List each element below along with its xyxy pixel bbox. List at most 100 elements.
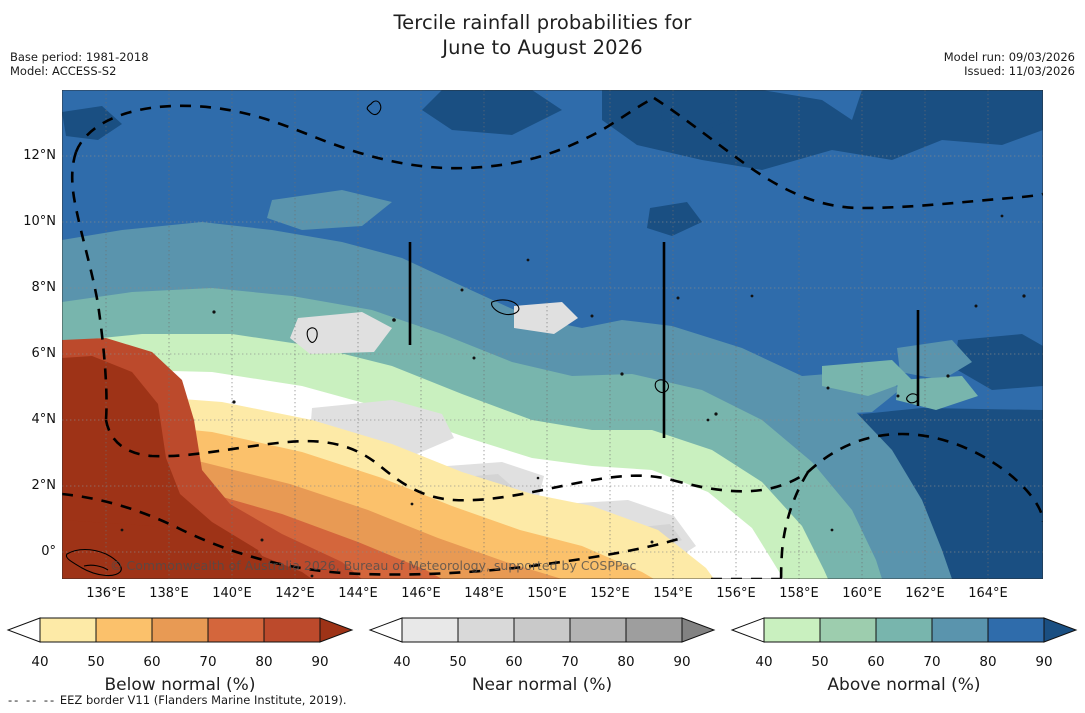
page-title: Tercile rainfall probabilities for June … (393, 11, 692, 59)
eez-border-line (70, 96, 1043, 579)
field-above-normal-70-c (897, 340, 972, 380)
y-tick-label: 0° (41, 544, 56, 559)
x-tick-label: 142°E (275, 586, 315, 601)
colorbar-swatch (39, 617, 97, 643)
colorbar-above-normal-ticks: 40 50 60 70 80 90 (730, 654, 1078, 671)
eez-footnote: -- -- -- EEZ border V11 (Flanders Marine… (8, 693, 347, 707)
x-tick-label: 164°E (968, 586, 1008, 601)
colorbar-tick-label: 60 (867, 654, 885, 670)
colorbar-tick-label: 80 (979, 654, 997, 670)
base-period-label: Base period: 1981-2018 (10, 50, 149, 64)
field-above-normal-90-g (62, 106, 122, 140)
tercile-probability-map (62, 90, 1043, 579)
y-tick-label: 12°N (23, 148, 56, 163)
field-near-normal-grey-g (290, 312, 392, 354)
x-tick-label: 154°E (653, 586, 693, 601)
x-tick-label: 156°E (716, 586, 756, 601)
colorbar-overflow-arrow (681, 617, 716, 643)
colorbar-swatch (875, 617, 933, 643)
colorbar-tick-label: 90 (673, 654, 691, 670)
field-above-normal-50-b (822, 360, 912, 396)
y-tick-label: 10°N (23, 214, 56, 229)
colorbar-swatch (819, 617, 877, 643)
field-below-normal-90-b (62, 520, 312, 579)
y-tick-label: 4°N (31, 412, 57, 427)
colorbar-tick-label: 40 (31, 654, 49, 670)
x-tick-label: 152°E (590, 586, 630, 601)
x-tick-label: 148°E (464, 586, 504, 601)
colorbar-underflow-arrow (730, 617, 765, 643)
x-tick-label: 140°E (212, 586, 252, 601)
x-tick-label: 138°E (149, 586, 189, 601)
colorbar-swatch (987, 617, 1045, 643)
colorbar-swatch (625, 617, 683, 643)
colorbar-swatch (263, 617, 321, 643)
colorbar-near-normal-swatches (368, 617, 716, 643)
model-run-label: Model run: 09/03/2026 (943, 50, 1075, 64)
issued-label: Issued: 11/03/2026 (964, 64, 1075, 78)
colorbar-tick-label: 40 (393, 654, 411, 670)
field-above-normal-90-f (422, 90, 562, 135)
field-above-normal-90-c (647, 202, 702, 236)
field-above-normal-90-b (659, 90, 734, 132)
colorbar-tick-label: 80 (617, 654, 635, 670)
colorbar-below-normal-swatches (6, 617, 354, 643)
x-tick-label: 146°E (401, 586, 441, 601)
colorbar-overflow-arrow (319, 617, 354, 643)
colorbar-underflow-arrow (6, 617, 41, 643)
colorbar-swatch (513, 617, 571, 643)
field-above-normal-90-e (954, 334, 1043, 390)
x-tick-label: 160°E (842, 586, 882, 601)
field-below-normal-90 (62, 356, 278, 579)
colorbar-swatch (207, 617, 265, 643)
colorbar-underflow-arrow (368, 617, 403, 643)
colorbar-above-normal-swatches (730, 617, 1078, 643)
y-tick-label: 2°N (31, 478, 57, 493)
island-dots (120, 214, 1026, 578)
colorbar-swatch (569, 617, 627, 643)
x-tick-label: 162°E (905, 586, 945, 601)
y-tick-label: 8°N (31, 280, 57, 295)
colorbar-above-normal-title: Above normal (%) (827, 675, 981, 695)
colorbar-tick-label: 60 (143, 654, 161, 670)
colorbar-swatch (931, 617, 989, 643)
field-near-normal-grey-f (514, 302, 578, 334)
colorbar-overflow-arrow (1043, 617, 1078, 643)
graticule-meridians (105, 90, 989, 579)
y-tick-label: 6°N (31, 346, 57, 361)
colorbar-below-normal-title: Below normal (%) (104, 675, 256, 695)
model-label: Model: ACCESS-S2 (10, 64, 117, 78)
colorbar-tick-label: 70 (923, 654, 941, 670)
colorbar-swatch (457, 617, 515, 643)
eez-footnote-text: EEZ border V11 (Flanders Marine Institut… (59, 693, 347, 707)
colorbar-tick-label: 70 (561, 654, 579, 670)
colorbar-tick-label: 80 (255, 654, 273, 670)
colorbar-swatch (763, 617, 821, 643)
colorbar-swatch (95, 617, 153, 643)
colorbar-tick-label: 50 (449, 654, 467, 670)
colorbar-near-normal[interactable]: 40 50 60 70 80 90 Near normal (%) (368, 612, 716, 707)
field-above-normal-70-b (267, 190, 392, 230)
coastlines (65, 100, 919, 577)
colorbar-below-normal[interactable]: 40 50 60 70 80 90 Below normal (%) (6, 612, 354, 707)
x-tick-label: 144°E (338, 586, 378, 601)
colorbar-tick-label: 50 (87, 654, 105, 670)
colorbar-near-normal-title: Near normal (%) (471, 675, 613, 695)
eez-dash-sample: -- -- -- (8, 693, 57, 707)
map-plot-area[interactable] (62, 90, 1043, 579)
colorbar-tick-label: 40 (755, 654, 773, 670)
colorbar-swatch (151, 617, 209, 643)
colorbar-tick-label: 90 (1035, 654, 1053, 670)
colorbar-near-normal-ticks: 40 50 60 70 80 90 (368, 654, 716, 671)
colorbar-tick-label: 70 (199, 654, 217, 670)
x-tick-label: 158°E (779, 586, 819, 601)
colorbar-tick-label: 50 (811, 654, 829, 670)
colorbar-swatch (401, 617, 459, 643)
colorbar-tick-label: 60 (505, 654, 523, 670)
colorbar-tick-label: 90 (311, 654, 329, 670)
eez-border-vertical-segments (408, 242, 920, 438)
x-tick-label: 150°E (527, 586, 567, 601)
x-tick-label: 136°E (86, 586, 126, 601)
colorbar-below-normal-ticks: 40 50 60 70 80 90 (6, 654, 354, 671)
colorbar-above-normal[interactable]: 40 50 60 70 80 90 Above normal (%) (730, 612, 1078, 707)
